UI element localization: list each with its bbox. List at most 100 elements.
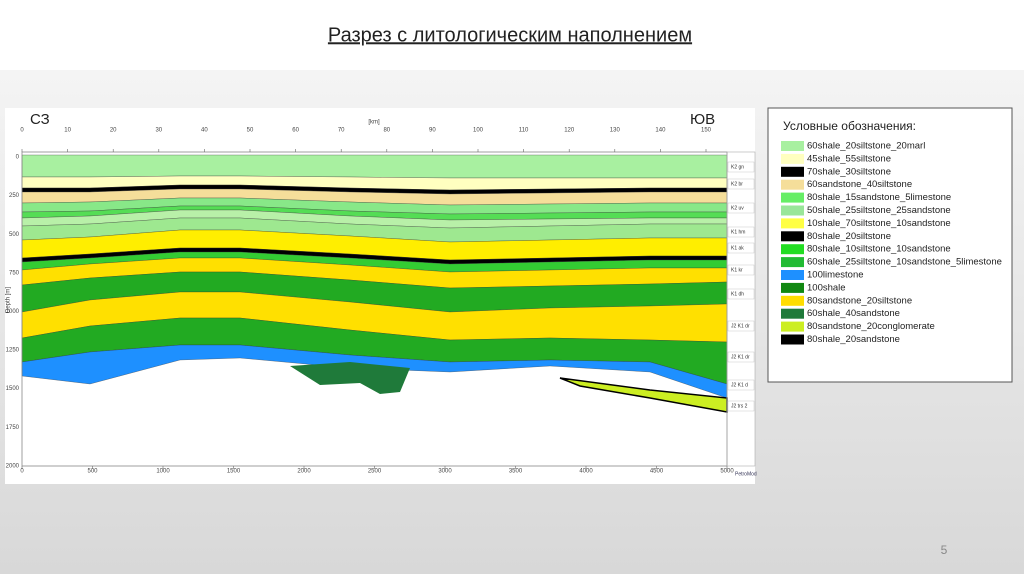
bottom-tick-label: 4000 [579, 469, 593, 475]
top-tick-label: 150 [701, 128, 712, 134]
layer-label: K1 ak [731, 245, 744, 251]
legend-swatch [781, 179, 804, 190]
top-tick-label: 130 [610, 128, 621, 134]
legend-swatch [781, 244, 804, 255]
layer-label: K1 hm [731, 229, 745, 235]
top-tick-label: 110 [519, 128, 529, 134]
top-tick-label: 20 [110, 128, 117, 134]
legend-label: 80shale_20sandstone [807, 334, 900, 345]
layer-label-box [727, 288, 755, 300]
depth-tick-label: 1000 [6, 309, 20, 315]
layer-label-box [727, 320, 755, 332]
legend-label: 60sandstone_40siltstone [807, 179, 912, 190]
depth-tick-label: 0 [16, 155, 20, 161]
legend-label: 80shale_15sandstone_5limestone [807, 192, 951, 203]
legend-label: 80shale_10siltstone_10sandstone [807, 244, 951, 255]
top-tick-label: 140 [655, 128, 666, 134]
legend-swatch [781, 166, 804, 177]
top-tick-label: 10 [64, 128, 71, 134]
legend-swatch [781, 270, 804, 280]
legend-swatch [781, 153, 804, 164]
legend-swatch [781, 192, 804, 203]
legend-swatch [781, 321, 804, 332]
legend-label: 60shale_20siltstone_20marl [807, 141, 925, 152]
layer-label: J2 K1 d [731, 382, 748, 388]
depth-tick-label: 750 [9, 270, 20, 276]
label-column [726, 151, 756, 467]
legend-label: 80shale_20siltstone [807, 231, 891, 242]
legend-swatch [781, 282, 804, 293]
legend-swatch [781, 295, 804, 306]
depth-tick-label: 250 [9, 193, 20, 199]
layer-label-box [727, 161, 755, 173]
slide-title: Разрез с литологическим наполнением [328, 24, 692, 46]
bottom-tick-label: 2000 [297, 469, 311, 475]
right-label: ЮВ [690, 111, 715, 128]
layer-label-box [727, 202, 755, 214]
legend-label: 100shale [807, 282, 846, 293]
bottom-tick-label: 1000 [156, 469, 170, 475]
layer-label-box [727, 242, 755, 254]
layer-label: J2 K1 dr [731, 323, 750, 329]
bottom-tick-label: 2500 [368, 469, 382, 475]
layer [290, 362, 410, 394]
layer-label: K1 kr [731, 267, 743, 273]
legend-label: 60shale_40sandstone [807, 308, 900, 319]
layer-label-box [727, 351, 755, 363]
layer-label: J2 trs 2 [731, 403, 748, 409]
top-axis-label: [km] [368, 120, 380, 126]
legend-box [767, 107, 1013, 383]
layers [21, 154, 728, 413]
legend-swatch [781, 308, 804, 319]
top-tick-label: 90 [429, 128, 436, 134]
depth-tick-label: 1500 [6, 386, 20, 392]
legend-swatch [781, 141, 804, 151]
depth-tick-label: 1750 [6, 425, 20, 431]
bottom-tick-label: 500 [87, 469, 98, 475]
top-tick-label: 100 [473, 128, 484, 134]
legend-label: 50shale_25siltstone_25sandstone [807, 205, 951, 216]
legend-label: 80sandstone_20siltstone [807, 295, 912, 306]
legend-label: 45shale_55siltstone [807, 153, 891, 164]
bottom-tick-label: 0 [20, 469, 24, 475]
layer-label: K2 gn [731, 164, 744, 170]
legend-title: Условные обозначения: [783, 119, 916, 133]
top-tick-label: 30 [155, 128, 162, 134]
layer-label-box [727, 400, 755, 412]
depth-tick-label: 500 [9, 232, 20, 238]
top-tick-label: 0 [20, 128, 24, 134]
layer-label-box [727, 226, 755, 238]
left-label: СЗ [30, 111, 50, 128]
layer-label-box [727, 264, 755, 276]
top-tick-label: 60 [292, 128, 299, 134]
top-tick-label: 70 [338, 128, 345, 134]
legend-label: 60shale_25siltstone_10sandstone_5limesto… [807, 257, 1002, 268]
layer-label: K2 uv [731, 205, 744, 211]
layer-label: J2 K1 dr [731, 354, 750, 360]
legend-swatch [781, 257, 804, 268]
bottom-tick-label: 3500 [509, 469, 523, 475]
layer-label-box [727, 178, 755, 190]
layer-label-box [727, 379, 755, 391]
legend-label: 80sandstone_20conglomerate [807, 321, 935, 332]
depth-tick-label: 1250 [6, 348, 20, 354]
legend-label: 100limestone [807, 270, 864, 281]
page-number: 5 [941, 543, 948, 557]
logo: PetroMod [735, 471, 757, 477]
layer-label: K2 br [731, 181, 743, 187]
top-tick-label: 40 [201, 128, 208, 134]
bottom-tick-label: 1500 [227, 469, 241, 475]
legend-swatch [781, 218, 804, 229]
bottom-tick-label: 3000 [438, 469, 452, 475]
legend-swatch [781, 231, 804, 242]
layer [21, 154, 728, 179]
legend-swatch [781, 205, 804, 216]
bottom-tick-label: 4500 [650, 469, 664, 475]
depth-tick-label: 2000 [6, 463, 20, 469]
top-tick-label: 50 [247, 128, 254, 134]
legend-swatch [781, 334, 804, 345]
legend-label: 70shale_30siltstone [807, 166, 891, 177]
top-tick-label: 80 [383, 128, 390, 134]
depth-label: Depth [m] [6, 287, 12, 313]
